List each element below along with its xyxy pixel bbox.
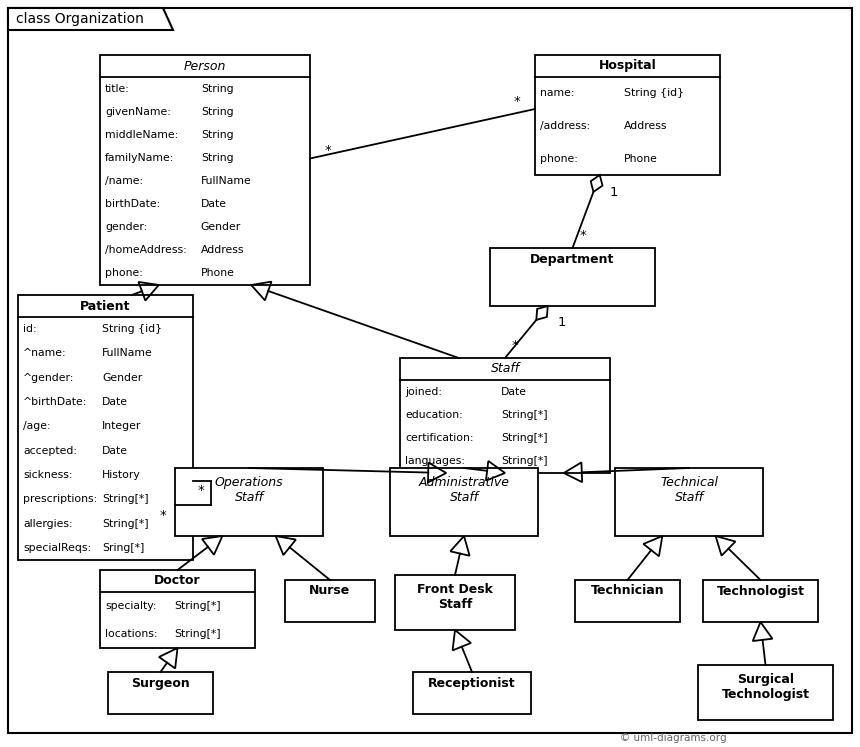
Text: languages:: languages:	[405, 456, 465, 466]
Bar	[703, 580, 818, 622]
Text: Address: Address	[624, 121, 667, 131]
Text: Phone: Phone	[624, 154, 658, 164]
Text: 1: 1	[557, 315, 566, 329]
Text: phone:: phone:	[105, 268, 143, 279]
Text: Staff: Staff	[490, 362, 519, 376]
Text: *: *	[198, 484, 205, 497]
Text: givenName:: givenName:	[105, 107, 171, 117]
Text: Integer: Integer	[102, 421, 141, 431]
Text: Patient: Patient	[80, 300, 131, 312]
Text: String {id}: String {id}	[102, 324, 162, 334]
Text: education:: education:	[405, 410, 463, 420]
Text: Date: Date	[501, 387, 527, 397]
Text: Operations
Staff: Operations Staff	[215, 476, 283, 504]
Text: birthDate:: birthDate:	[105, 199, 160, 209]
Text: ^birthDate:: ^birthDate:	[23, 397, 88, 407]
Text: Technician: Technician	[591, 584, 664, 598]
Text: *: *	[160, 509, 166, 522]
Text: ^gender:: ^gender:	[23, 373, 74, 382]
Bar	[175, 468, 323, 536]
Bar	[108, 672, 213, 714]
Bar	[698, 665, 833, 720]
Text: Date: Date	[102, 446, 128, 456]
Text: gender:: gender:	[105, 222, 147, 232]
Text: String {id}: String {id}	[624, 88, 684, 99]
Text: familyName:: familyName:	[105, 153, 175, 163]
Bar	[490, 248, 655, 306]
Text: String[*]: String[*]	[175, 629, 221, 639]
Text: Date: Date	[200, 199, 227, 209]
Text: Technologist: Technologist	[716, 584, 804, 598]
Text: Nurse: Nurse	[310, 584, 351, 598]
Bar	[615, 468, 763, 536]
Text: /address:: /address:	[540, 121, 590, 131]
Text: String: String	[200, 153, 233, 163]
Text: *: *	[324, 144, 331, 157]
Text: String[*]: String[*]	[102, 518, 149, 529]
Text: Administrative
Staff: Administrative Staff	[419, 476, 509, 504]
Text: String: String	[200, 107, 233, 117]
Text: *: *	[579, 229, 586, 243]
Text: String: String	[200, 84, 233, 93]
Text: /homeAddress:: /homeAddress:	[105, 245, 187, 255]
Text: String[*]: String[*]	[102, 495, 149, 504]
Text: FullName: FullName	[102, 348, 153, 359]
Text: certification:: certification:	[405, 433, 474, 443]
Text: locations:: locations:	[105, 629, 157, 639]
Text: *: *	[512, 339, 519, 353]
Bar	[535, 55, 720, 175]
Polygon shape	[8, 8, 173, 30]
Text: phone:: phone:	[540, 154, 578, 164]
Text: 1: 1	[610, 187, 618, 199]
Text: Doctor: Doctor	[154, 574, 201, 587]
Bar	[400, 358, 610, 473]
Text: allergies:: allergies:	[23, 518, 72, 529]
Text: Receptionist: Receptionist	[428, 677, 516, 689]
Text: accepted:: accepted:	[23, 446, 77, 456]
Text: sickness:: sickness:	[23, 470, 72, 480]
Text: Gender: Gender	[200, 222, 241, 232]
Text: String[*]: String[*]	[501, 433, 548, 443]
Text: specialReqs:: specialReqs:	[23, 543, 91, 553]
Bar	[390, 468, 538, 536]
Text: Front Desk
Staff: Front Desk Staff	[417, 583, 493, 611]
Text: Date: Date	[102, 397, 128, 407]
Text: class Organization: class Organization	[16, 12, 144, 26]
Bar	[285, 580, 375, 622]
Text: /age:: /age:	[23, 421, 51, 431]
Text: Gender: Gender	[102, 373, 142, 382]
Text: Surgical
Technologist: Surgical Technologist	[722, 673, 809, 701]
Text: title:: title:	[105, 84, 130, 93]
Text: name:: name:	[540, 88, 574, 99]
Bar	[575, 580, 680, 622]
Text: ^name:: ^name:	[23, 348, 66, 359]
Text: Surgeon: Surgeon	[131, 677, 190, 689]
Text: prescriptions:: prescriptions:	[23, 495, 97, 504]
Text: History: History	[102, 470, 141, 480]
Text: Department: Department	[531, 252, 615, 265]
Text: Phone: Phone	[200, 268, 235, 279]
Text: String[*]: String[*]	[175, 601, 221, 611]
Text: String[*]: String[*]	[501, 410, 548, 420]
Text: Hospital: Hospital	[599, 60, 656, 72]
Text: Person: Person	[184, 60, 226, 72]
Bar	[413, 672, 531, 714]
Text: String[*]: String[*]	[501, 456, 548, 466]
Text: FullName: FullName	[200, 176, 251, 186]
Bar	[100, 55, 310, 285]
Text: Technical
Staff: Technical Staff	[660, 476, 718, 504]
Bar	[100, 570, 255, 648]
Bar	[18, 295, 193, 560]
Text: *: *	[513, 95, 520, 108]
Text: id:: id:	[23, 324, 37, 334]
Text: /name:: /name:	[105, 176, 143, 186]
Text: Address: Address	[200, 245, 244, 255]
Bar	[395, 575, 515, 630]
Text: specialty:: specialty:	[105, 601, 157, 611]
Text: © uml-diagrams.org: © uml-diagrams.org	[620, 733, 727, 743]
Text: joined:: joined:	[405, 387, 442, 397]
Text: middleName:: middleName:	[105, 130, 178, 140]
Text: Sring[*]: Sring[*]	[102, 543, 144, 553]
Text: String: String	[200, 130, 233, 140]
